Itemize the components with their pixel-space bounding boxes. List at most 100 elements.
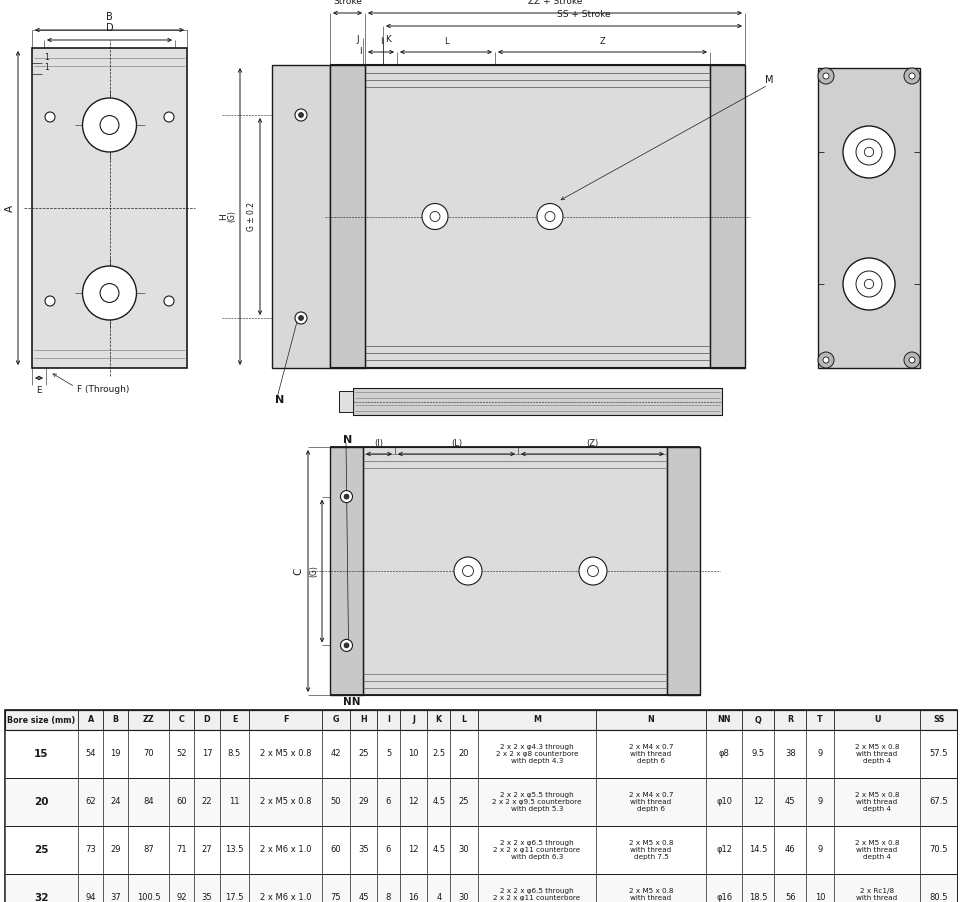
Text: 2 x M6 x 1.0: 2 x M6 x 1.0 bbox=[260, 894, 311, 902]
Circle shape bbox=[295, 109, 307, 121]
Bar bbox=[710, 65, 745, 368]
Circle shape bbox=[818, 68, 834, 84]
Text: 2 x M5 x 0.8
with thread
depth 4: 2 x M5 x 0.8 with thread depth 4 bbox=[855, 840, 899, 860]
Text: 45: 45 bbox=[358, 894, 369, 902]
Text: 8: 8 bbox=[386, 894, 391, 902]
Bar bbox=[330, 447, 363, 695]
Text: 54: 54 bbox=[86, 750, 96, 759]
Text: 20: 20 bbox=[35, 797, 49, 807]
Bar bbox=[32, 48, 187, 368]
Text: 70: 70 bbox=[143, 750, 154, 759]
Circle shape bbox=[344, 643, 349, 648]
Text: L: L bbox=[461, 715, 466, 724]
Text: 42: 42 bbox=[331, 750, 341, 759]
Text: φ16: φ16 bbox=[716, 894, 732, 902]
Text: ZZ: ZZ bbox=[143, 715, 155, 724]
Text: 5: 5 bbox=[386, 750, 391, 759]
Text: 2 x 2 x φ5.5 through
2 x 2 x φ9.5 counterbore
with depth 5.3: 2 x 2 x φ5.5 through 2 x 2 x φ9.5 counte… bbox=[492, 792, 581, 812]
Text: R: R bbox=[787, 715, 794, 724]
Text: 16: 16 bbox=[408, 894, 419, 902]
Bar bbox=[5, 710, 957, 902]
Text: 2 x 2 x φ6.5 through
2 x 2 x φ11 counterbore
with depth 6.3: 2 x 2 x φ6.5 through 2 x 2 x φ11 counter… bbox=[493, 888, 580, 902]
Text: SS: SS bbox=[933, 715, 945, 724]
Circle shape bbox=[100, 115, 119, 134]
Text: 100.5: 100.5 bbox=[137, 894, 160, 902]
Text: 18.5: 18.5 bbox=[750, 894, 768, 902]
Text: 92: 92 bbox=[177, 894, 187, 902]
Text: 4.5: 4.5 bbox=[432, 797, 445, 806]
Text: 25: 25 bbox=[358, 750, 369, 759]
Text: 60: 60 bbox=[177, 797, 187, 806]
Text: 15: 15 bbox=[35, 749, 49, 759]
Circle shape bbox=[856, 139, 882, 165]
Circle shape bbox=[83, 266, 136, 320]
Circle shape bbox=[164, 296, 174, 306]
Text: SS + Stroke: SS + Stroke bbox=[557, 10, 611, 19]
Text: N: N bbox=[276, 395, 284, 405]
Circle shape bbox=[823, 357, 829, 363]
Text: 10: 10 bbox=[408, 750, 419, 759]
Text: 87: 87 bbox=[143, 845, 154, 854]
Text: φ8: φ8 bbox=[719, 750, 729, 759]
Text: 4.5: 4.5 bbox=[432, 845, 445, 854]
Text: 12: 12 bbox=[408, 797, 419, 806]
Text: 67.5: 67.5 bbox=[929, 797, 949, 806]
Text: 20: 20 bbox=[458, 750, 469, 759]
Text: 30: 30 bbox=[458, 894, 469, 902]
Text: 2 x M5 x 0.8
with thread
depth 4: 2 x M5 x 0.8 with thread depth 4 bbox=[855, 744, 899, 764]
Bar bbox=[818, 68, 920, 368]
Circle shape bbox=[818, 352, 834, 368]
Text: 17.5: 17.5 bbox=[225, 894, 244, 902]
Text: 25: 25 bbox=[458, 797, 469, 806]
Text: 71: 71 bbox=[177, 845, 187, 854]
Text: G ± 0.2: G ± 0.2 bbox=[248, 202, 257, 231]
Circle shape bbox=[430, 211, 440, 222]
Text: 57.5: 57.5 bbox=[929, 750, 948, 759]
Circle shape bbox=[537, 204, 563, 229]
Circle shape bbox=[904, 352, 920, 368]
Text: (G): (G) bbox=[228, 210, 236, 223]
Text: E: E bbox=[232, 715, 237, 724]
Text: K: K bbox=[435, 715, 442, 724]
Circle shape bbox=[422, 204, 448, 229]
Text: 2 x M5 x 0.8
with thread
depth 7.5: 2 x M5 x 0.8 with thread depth 7.5 bbox=[628, 840, 674, 860]
Text: 30: 30 bbox=[458, 845, 469, 854]
Text: N: N bbox=[343, 435, 353, 445]
Text: 9.5: 9.5 bbox=[752, 750, 765, 759]
Text: I: I bbox=[387, 715, 390, 724]
Circle shape bbox=[545, 211, 555, 222]
Text: 25: 25 bbox=[35, 845, 49, 855]
Text: C: C bbox=[179, 715, 185, 724]
Text: Bore size (mm): Bore size (mm) bbox=[8, 715, 76, 724]
Text: 14.5: 14.5 bbox=[750, 845, 768, 854]
Text: 73: 73 bbox=[86, 845, 96, 854]
Text: K: K bbox=[385, 35, 391, 44]
Text: 46: 46 bbox=[785, 845, 796, 854]
Text: 2 x M4 x 0.7
with thread
depth 6: 2 x M4 x 0.7 with thread depth 6 bbox=[628, 792, 674, 812]
Text: 29: 29 bbox=[111, 845, 121, 854]
Text: G: G bbox=[333, 715, 339, 724]
Circle shape bbox=[864, 147, 874, 157]
Text: ZZ + Stroke: ZZ + Stroke bbox=[528, 0, 582, 6]
Text: 2 x M5 x 0.8
with thread
depth 7.5: 2 x M5 x 0.8 with thread depth 7.5 bbox=[628, 888, 674, 902]
Text: B: B bbox=[112, 715, 119, 724]
Text: 10: 10 bbox=[815, 894, 825, 902]
Text: 2 x Rc1/8
with thread
depth 5: 2 x Rc1/8 with thread depth 5 bbox=[856, 888, 898, 902]
Text: Q: Q bbox=[755, 715, 762, 724]
Text: NN: NN bbox=[343, 697, 360, 707]
Text: 8.5: 8.5 bbox=[228, 750, 241, 759]
Text: M: M bbox=[533, 715, 541, 724]
Circle shape bbox=[909, 357, 915, 363]
Text: 2 x M4 x 0.7
with thread
depth 6: 2 x M4 x 0.7 with thread depth 6 bbox=[628, 744, 674, 764]
Circle shape bbox=[83, 98, 136, 152]
Circle shape bbox=[100, 283, 119, 302]
Text: 2 x M5 x 0.8: 2 x M5 x 0.8 bbox=[260, 797, 311, 806]
Text: J: J bbox=[357, 35, 359, 44]
Text: 2 x M5 x 0.8
with thread
depth 4: 2 x M5 x 0.8 with thread depth 4 bbox=[855, 792, 899, 812]
Text: Stroke: Stroke bbox=[333, 0, 362, 6]
Text: A: A bbox=[87, 715, 94, 724]
Text: 45: 45 bbox=[785, 797, 796, 806]
Text: 4: 4 bbox=[436, 894, 441, 902]
Bar bbox=[5, 730, 957, 778]
Text: 29: 29 bbox=[358, 797, 369, 806]
